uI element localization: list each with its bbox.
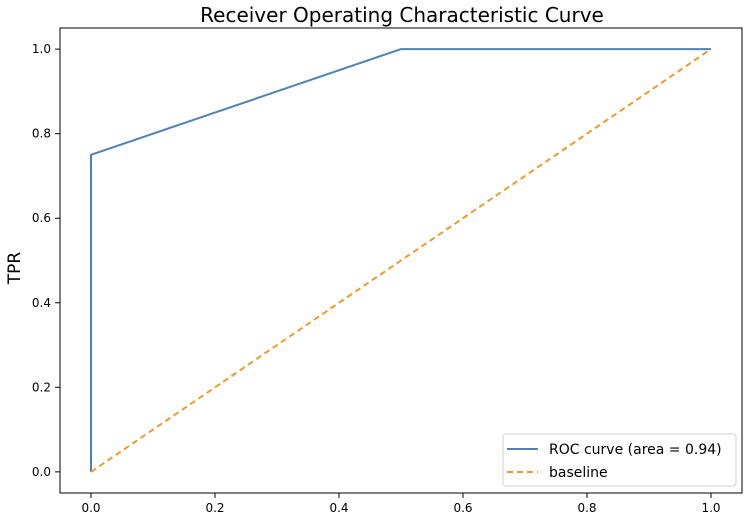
- legend: ROC curve (area = 0.94) baseline: [502, 433, 737, 487]
- x-tick-label: 0.6: [453, 501, 472, 513]
- y-tick-label: 1.0: [32, 42, 51, 56]
- series-line-baseline: [90, 48, 712, 473]
- x-tick-label: 0.4: [329, 501, 348, 513]
- legend-box: [502, 433, 737, 487]
- y-tick-label: 0.0: [32, 465, 51, 479]
- chart-title: Receiver Operating Characteristic Curve: [200, 3, 604, 27]
- legend-label-roc-curve: ROC curve (area = 0.94): [549, 442, 722, 458]
- x-tick-label: 1.0: [701, 501, 720, 513]
- series-line-roc-curve: [90, 48, 711, 472]
- y-axis-label: TPR: [5, 252, 25, 286]
- x-tick-label: 0.0: [81, 501, 100, 513]
- y-tick-label: 0.4: [32, 296, 51, 310]
- x-tick-label: 0.8: [577, 501, 596, 513]
- y-axis-ticks: 0.0 0.2 0.4 0.6 0.8 1.0: [32, 42, 60, 479]
- y-tick-label: 0.2: [32, 380, 51, 394]
- legend-label-baseline: baseline: [549, 465, 608, 481]
- y-tick-label: 0.6: [32, 211, 51, 225]
- series-layer: [90, 48, 712, 473]
- y-tick-label: 0.8: [32, 127, 51, 141]
- x-axis-ticks: 0.0 0.2 0.4 0.6 0.8 1.0: [81, 493, 721, 513]
- x-tick-label: 0.2: [205, 501, 224, 513]
